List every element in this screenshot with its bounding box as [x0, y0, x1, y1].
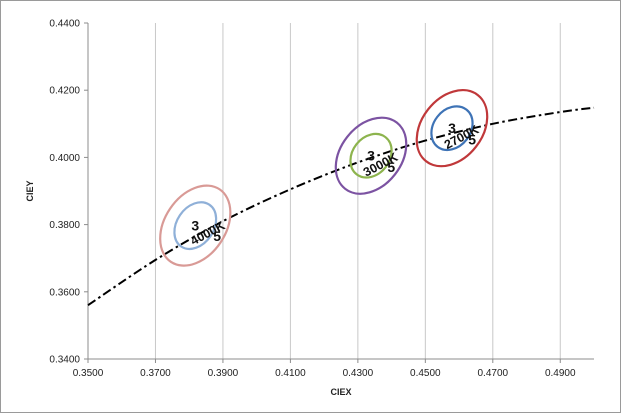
y-axis-title: CIEY: [25, 180, 35, 201]
x-tick-label: 0.4100: [275, 368, 306, 379]
locus-curve-0: [88, 108, 594, 306]
x-tick-label: 0.4700: [478, 368, 509, 379]
x-tick-label: 0.3700: [140, 368, 171, 379]
macadam-ellipses: [146, 76, 502, 278]
axes: [88, 23, 594, 359]
tick-labels: 0.3500 0.3700 0.3900 0.4100 0.4300 0.4500 0.47…: [49, 19, 576, 380]
y-tick-label: 0.4200: [49, 86, 80, 97]
x-tick-label: 0.4300: [343, 368, 374, 379]
y-tick-label: 0.4400: [49, 19, 80, 30]
y-tick-label: 0.3800: [49, 220, 80, 231]
x-tick-label: 0.4500: [410, 368, 441, 379]
planckian-locus: [88, 108, 594, 306]
y-tick-label: 0.4000: [49, 153, 80, 164]
x-tick-label: 0.4900: [545, 368, 576, 379]
y-tick-label: 0.3400: [49, 355, 80, 366]
x-axis-title: CIEX: [330, 387, 351, 397]
grid: [155, 23, 560, 359]
x-tick-label: 0.3500: [73, 368, 104, 379]
y-tick-label: 0.3600: [49, 287, 80, 298]
x-tick-label: 0.3900: [208, 368, 239, 379]
